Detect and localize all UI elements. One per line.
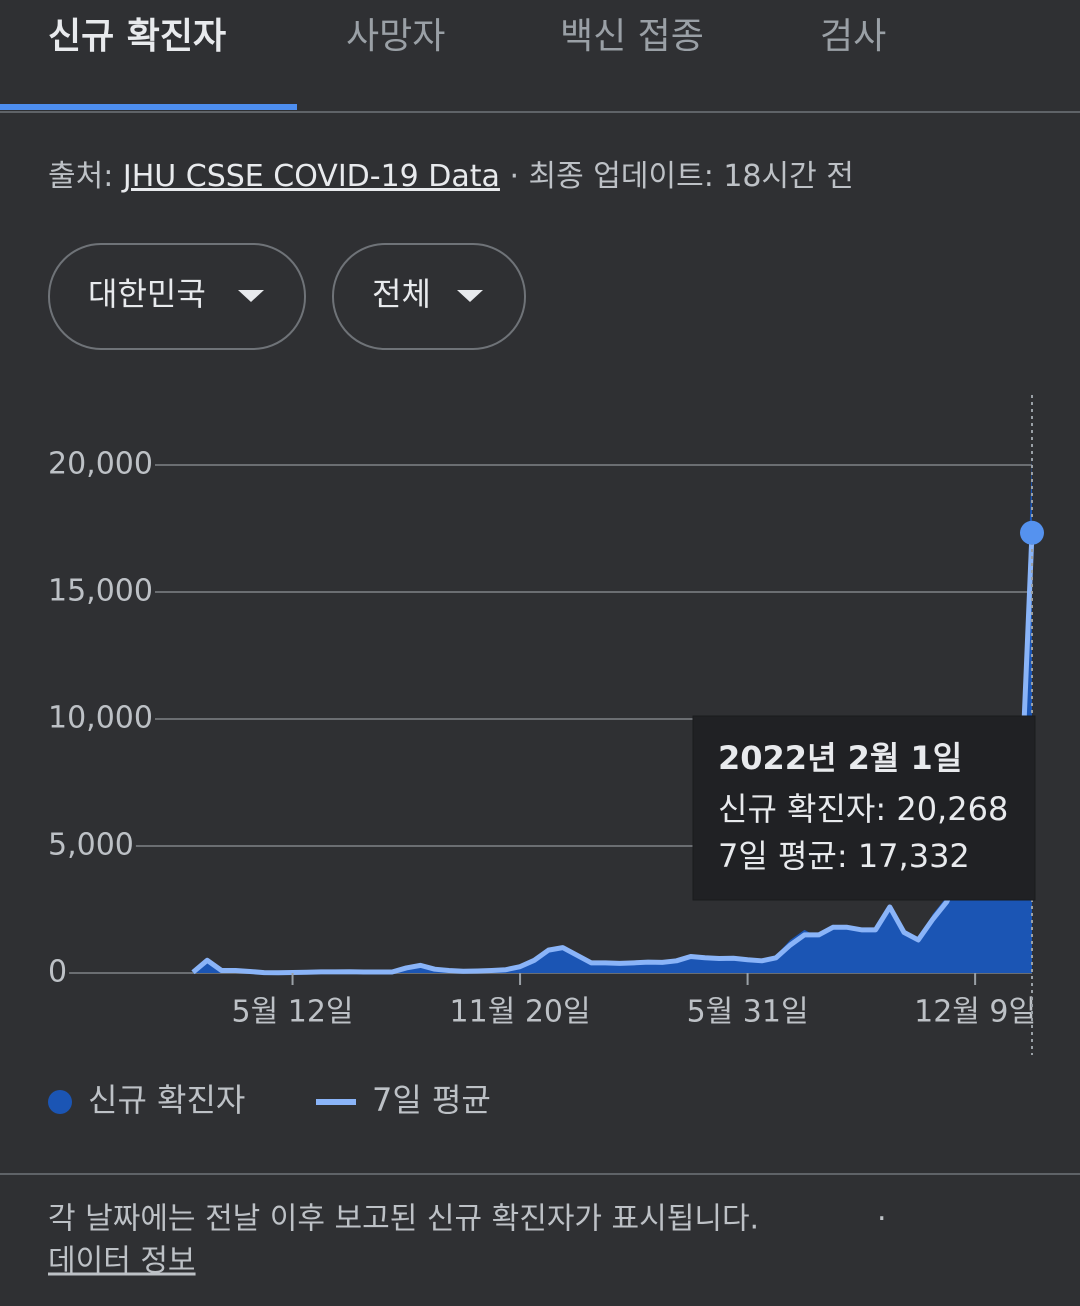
y-tick-label: 20,000 (48, 447, 153, 482)
filter-button[interactable] (332, 243, 526, 350)
footer-link[interactable]: 데이터 정보 (48, 1244, 196, 1279)
update-info: · 최종 업데이트: 18시간 전 (500, 159, 854, 194)
chart: 0 5,000 10,000 15,000 20,000 5월 12일 11월 20일 5월 … (48, 395, 1044, 1055)
legend-label: 신규 확진자 (88, 1081, 245, 1119)
tab[interactable]: 사망자 (346, 16, 445, 57)
divider (0, 111, 1080, 113)
divider (0, 1173, 1080, 1175)
tooltip-row: 신규 확진자: 20,268 (718, 790, 1008, 828)
x-tick-label: 5월 12일 (232, 995, 354, 1030)
series-name: 7일 평균 (718, 837, 837, 875)
source-link[interactable]: JHU CSSE COVID-19 Data (121, 159, 500, 194)
filter-label: 대한민국 (88, 275, 206, 313)
tooltip-value: 20,268 (896, 790, 1008, 828)
x-tick-label: 12월 9일 (914, 995, 1036, 1030)
filter-button[interactable] (48, 243, 306, 350)
tooltip-title: 2022년 2월 1일 (718, 739, 962, 777)
hover-point (1020, 520, 1044, 545)
footer-note: 각 날짜에는 전날 이후 보고된 신규 확진자가 표시됩니다. (48, 1202, 759, 1237)
filter-label: 전체 (372, 275, 431, 313)
separator: : (875, 790, 896, 828)
legend-label: 7일 평균 (372, 1081, 491, 1119)
legend-marker (316, 1099, 356, 1105)
dropdown-arrow (238, 290, 264, 302)
tab[interactable]: 검사 (820, 16, 886, 57)
footer-separator: · (877, 1202, 887, 1237)
active-tab-indicator (0, 104, 297, 110)
tooltip-value: 17,332 (858, 837, 970, 875)
series-name: 신규 확진자 (718, 790, 875, 828)
line (191, 532, 1035, 976)
y-tick-label: 10,000 (48, 701, 153, 736)
area (193, 458, 1032, 974)
separator: : (837, 837, 858, 875)
source-prefix: 출처: (48, 159, 123, 194)
y-tick-label: 0 (48, 955, 67, 990)
tab[interactable]: 백신 접종 (560, 16, 704, 57)
tooltip-box (692, 715, 1036, 901)
x-tick-label: 5월 31일 (687, 995, 809, 1030)
tooltip-row: 7일 평균: 17,332 (718, 837, 970, 875)
y-tick-label: 5,000 (48, 828, 134, 863)
y-tick-label: 15,000 (48, 574, 153, 609)
x-tick-label: 11월 20일 (450, 995, 591, 1030)
legend-marker (48, 1090, 72, 1114)
dropdown-arrow (457, 290, 483, 302)
tab[interactable]: 신규 확진자 (48, 16, 226, 57)
source-line: 출처: JHU CSSE COVID-19 Data · 최종 업데이트: 18… (48, 159, 854, 194)
